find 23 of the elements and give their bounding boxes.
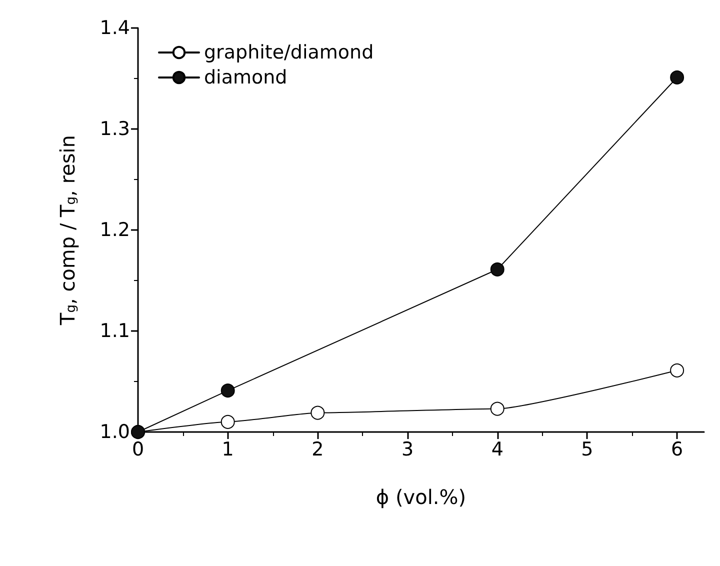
y-tick-label: 1.1 bbox=[100, 320, 130, 342]
point bbox=[310, 406, 325, 420]
point bbox=[490, 262, 504, 276]
legend-label: graphite/diamond bbox=[204, 42, 374, 64]
x-tick-label: 3 bbox=[401, 438, 414, 460]
x-tick-label: 0 bbox=[132, 438, 144, 460]
legend-label: diamond bbox=[204, 66, 288, 88]
point bbox=[490, 402, 504, 416]
x-axis-title: ϕ (vol.%) bbox=[376, 485, 466, 509]
point bbox=[220, 414, 235, 429]
x-tick-label: 1 bbox=[222, 438, 234, 460]
y-tick-label: 1.0 bbox=[100, 421, 130, 443]
x-tick-label: 6 bbox=[671, 438, 684, 460]
point bbox=[670, 70, 684, 84]
point bbox=[670, 363, 684, 378]
x-tick-label: 2 bbox=[312, 438, 324, 460]
y-tick-label: 1.2 bbox=[100, 219, 130, 241]
y-axis-title: Tg, comp / Tg, resin bbox=[56, 135, 80, 326]
point bbox=[220, 384, 235, 398]
y-tick-label: 1.3 bbox=[100, 118, 130, 140]
x-tick-label: 4 bbox=[491, 438, 504, 460]
y-tick-label: 1.4 bbox=[100, 17, 130, 39]
x-tick-label: 5 bbox=[581, 438, 594, 460]
